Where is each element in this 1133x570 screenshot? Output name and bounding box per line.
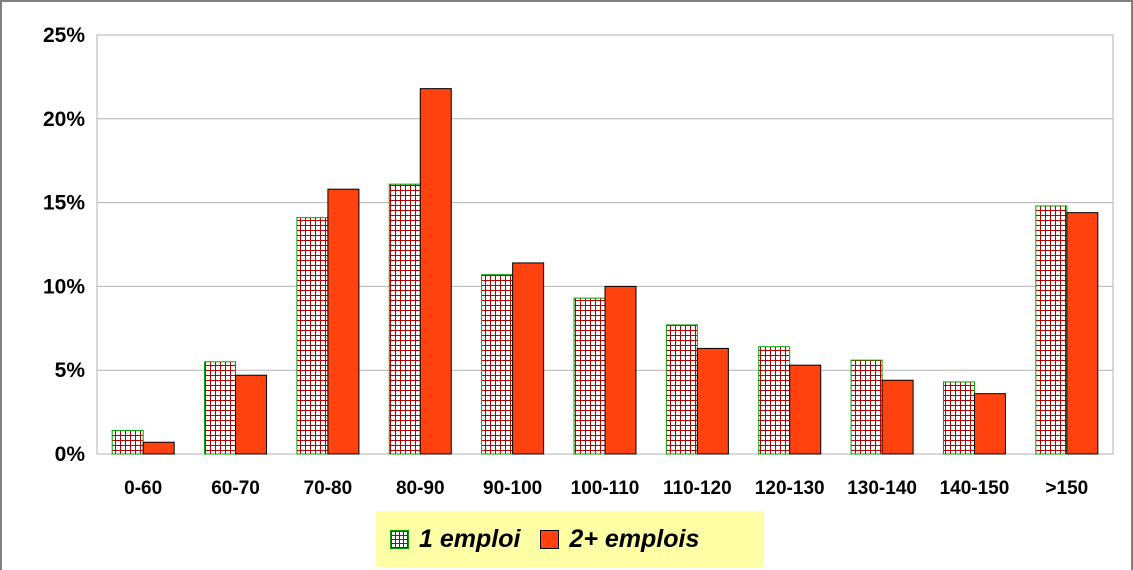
bar-1-emploi-0-60 (111, 430, 144, 455)
legend-item-2-emplois: 2+ emplois (540, 525, 699, 554)
bar-2-emplois-0-60 (142, 441, 175, 455)
bar-2-emplois-70-80 (327, 188, 360, 455)
legend: 1 emploi 2+ emplois (376, 511, 764, 567)
x-tick-label: 130-140 (847, 478, 917, 499)
bar-2-emplois-80-90 (419, 88, 452, 455)
bar-2-emplois-140-150 (973, 393, 1006, 455)
bar-1-emploi-100-110 (573, 297, 606, 455)
legend-item-1-emploi: 1 emploi (390, 525, 520, 554)
bar-1-emploi-110-120 (665, 324, 698, 455)
bar-2-emplois-100-110 (604, 285, 637, 455)
x-tick-label: 70-80 (304, 478, 353, 499)
y-tick-label: 10% (43, 275, 85, 298)
legend-swatch-2-emplois (540, 529, 560, 549)
bar-1-emploi-90-100 (481, 274, 514, 455)
bar-2-emplois-120-130 (789, 364, 822, 455)
x-tick-label: 110-120 (663, 478, 732, 499)
legend-swatch-1-emploi (390, 529, 409, 549)
y-tick-label: 5% (55, 359, 86, 382)
bar-2-emplois-60-70 (235, 374, 268, 455)
bar-2-emplois-90-100 (512, 262, 545, 455)
y-tick-label: 0% (55, 443, 86, 466)
bar-2-emplois-110-120 (696, 347, 729, 455)
x-tick-label: 80-90 (396, 478, 445, 499)
bar-1-emploi-60-70 (204, 361, 237, 455)
legend-label-2-emplois: 2+ emplois (569, 524, 700, 553)
bar-2-emplois->150 (1066, 212, 1099, 455)
bar-1-emploi-80-90 (388, 183, 421, 455)
y-tick-label: 25% (43, 24, 85, 47)
x-tick-label: 100-110 (571, 478, 640, 499)
bar-2-emplois-130-140 (881, 379, 914, 455)
bar-1-emploi->150 (1035, 205, 1068, 455)
x-tick-label: >150 (1045, 478, 1088, 499)
legend-label-1-emploi: 1 emploi (419, 524, 521, 553)
x-tick-label: 60-70 (211, 478, 260, 499)
y-axis-tick-labels: 0% 5% 10% 15% 20% 25% (43, 24, 85, 466)
bars (111, 88, 1099, 455)
bar-1-emploi-140-150 (942, 381, 975, 455)
y-tick-label: 15% (43, 192, 85, 215)
x-tick-label: 90-100 (483, 478, 542, 499)
bar-1-emploi-130-140 (850, 359, 883, 455)
y-tick-label: 20% (43, 108, 85, 131)
bar-1-emploi-120-130 (758, 346, 791, 455)
x-tick-label: 120-130 (755, 478, 825, 499)
x-tick-label: 0-60 (124, 478, 162, 499)
bar-1-emploi-70-80 (296, 217, 329, 455)
x-axis-tick-labels: 0-60 60-70 70-80 80-90 90-100 100-110 110-120 1… (124, 478, 1088, 499)
x-tick-label: 140-150 (940, 478, 1010, 499)
